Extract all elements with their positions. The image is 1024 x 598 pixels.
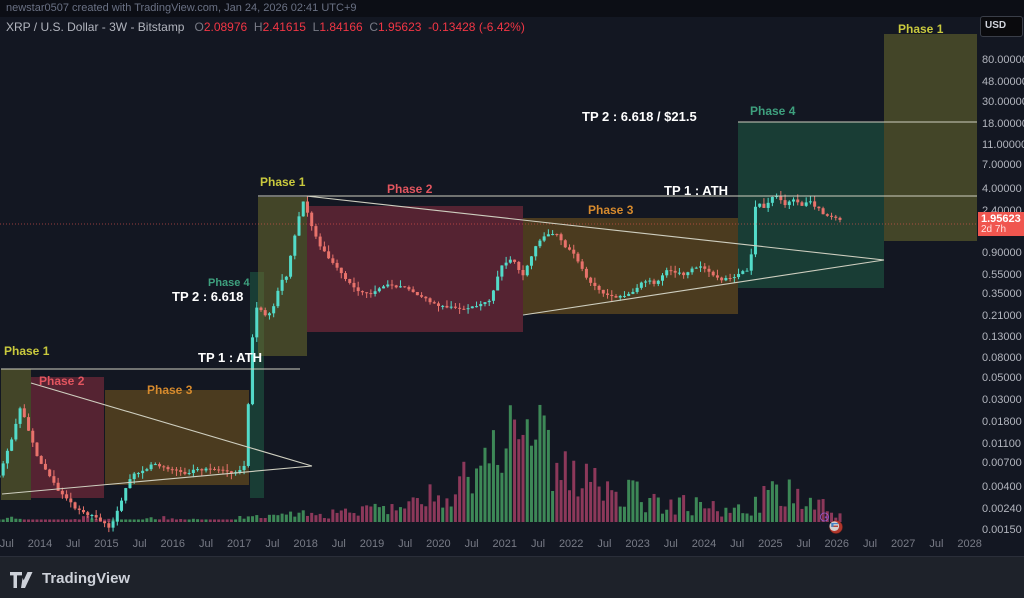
svg-text:TP 1 : ATH: TP 1 : ATH: [664, 183, 728, 198]
svg-text:Phase 1: Phase 1: [898, 22, 944, 36]
svg-text:Phase 3: Phase 3: [147, 383, 193, 397]
svg-text:Phase 3: Phase 3: [588, 203, 634, 217]
svg-text:Phase 4: Phase 4: [208, 277, 250, 289]
svg-text:Phase 4: Phase 4: [750, 104, 796, 118]
svg-text:Phase 1: Phase 1: [4, 344, 50, 358]
svg-text:Phase 2: Phase 2: [387, 182, 433, 196]
svg-text:TP 2 : 6.618: TP 2 : 6.618: [172, 289, 243, 304]
svg-text:Phase 1: Phase 1: [260, 175, 306, 189]
svg-text:TP 1 : ATH: TP 1 : ATH: [198, 350, 262, 365]
svg-text:TP 2 : 6.618 / $21.5: TP 2 : 6.618 / $21.5: [582, 109, 697, 124]
svg-text:Phase 2: Phase 2: [39, 374, 85, 388]
